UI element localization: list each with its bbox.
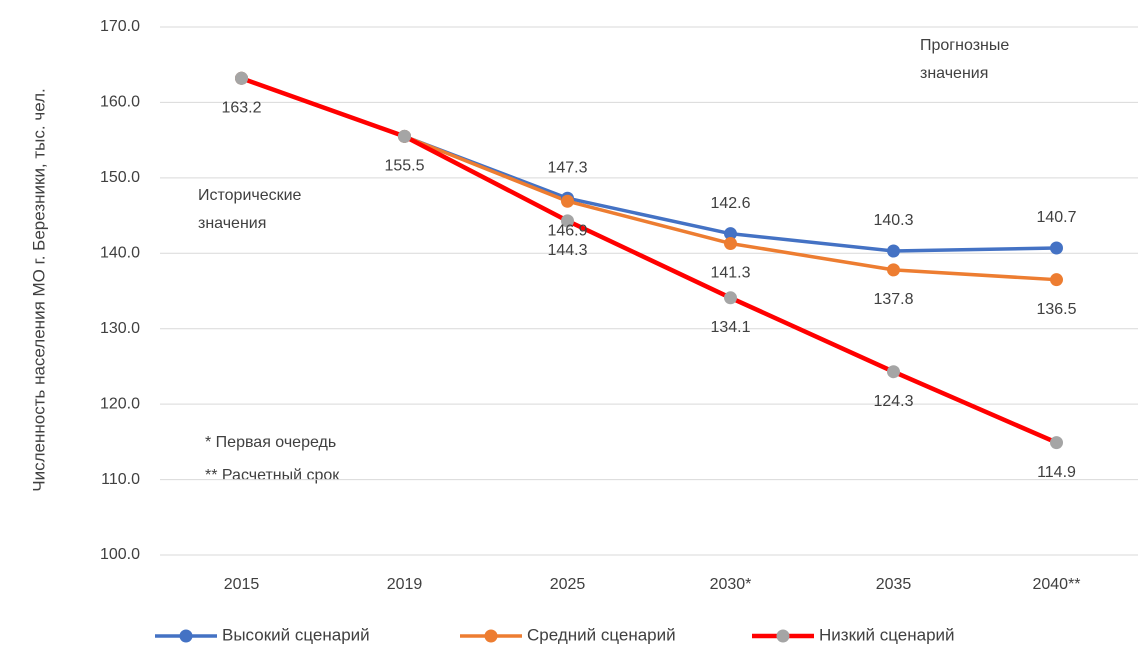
marker — [398, 129, 411, 143]
data-label: 114.9 — [1037, 464, 1076, 481]
x-tick-label: 2015 — [224, 576, 260, 593]
data-label: 144.3 — [547, 242, 587, 259]
y-tick-label: 110.0 — [101, 471, 140, 488]
data-label: 147.3 — [547, 159, 587, 176]
marker — [887, 244, 900, 258]
data-label: 141.3 — [710, 265, 750, 282]
data-label: 136.5 — [1036, 301, 1076, 318]
y-tick-label: 100.0 — [100, 546, 140, 563]
legend-marker — [776, 629, 790, 643]
data-label: 146.9 — [547, 222, 587, 239]
marker — [235, 71, 248, 85]
data-label: 155.5 — [384, 158, 424, 175]
legend-label: Средний сценарий — [527, 625, 676, 644]
series-line — [240, 76, 1058, 445]
marker — [887, 365, 900, 379]
x-tick-label: 2030* — [710, 576, 752, 593]
y-tick-label: 150.0 — [100, 169, 140, 186]
annotation: Прогнозные значения — [920, 37, 1009, 82]
marker — [561, 194, 574, 208]
legend-marker — [484, 629, 498, 643]
data-label: 140.7 — [1036, 209, 1076, 226]
y-tick-label: 170.0 — [100, 18, 140, 35]
data-label: 124.3 — [873, 393, 913, 410]
data-label: 142.6 — [710, 195, 750, 212]
legend-marker — [179, 629, 193, 643]
marker — [724, 291, 737, 305]
data-label: 134.1 — [710, 319, 750, 336]
x-tick-label: 2019 — [387, 576, 423, 593]
marker — [1050, 241, 1063, 255]
legend-label: Высокий сценарий — [222, 625, 370, 644]
y-tick-label: 120.0 — [100, 395, 140, 412]
y-axis-label: Численность населения МО г. Березники, т… — [29, 88, 48, 491]
y-tick-label: 160.0 — [100, 94, 140, 111]
marker — [724, 236, 737, 250]
data-label: 140.3 — [873, 212, 913, 229]
x-tick-label: 2040** — [1032, 576, 1080, 593]
annotation: * Первая очередь — [205, 434, 336, 451]
annotation: Исторические значения — [198, 187, 302, 232]
x-tick-label: 2035 — [876, 576, 912, 593]
series-line — [240, 76, 1057, 253]
x-tick-label: 2025 — [550, 576, 586, 593]
data-label: 137.8 — [873, 291, 913, 308]
data-label: 163.2 — [221, 100, 261, 117]
legend-label: Низкий сценарий — [819, 625, 955, 644]
marker — [561, 214, 574, 228]
marker — [1050, 436, 1063, 450]
marker — [1050, 273, 1063, 287]
y-tick-label: 140.0 — [100, 245, 140, 262]
marker — [887, 263, 900, 277]
marker — [724, 227, 737, 241]
annotation: ** Расчетный срок — [205, 467, 340, 484]
y-tick-label: 130.0 — [100, 320, 140, 337]
